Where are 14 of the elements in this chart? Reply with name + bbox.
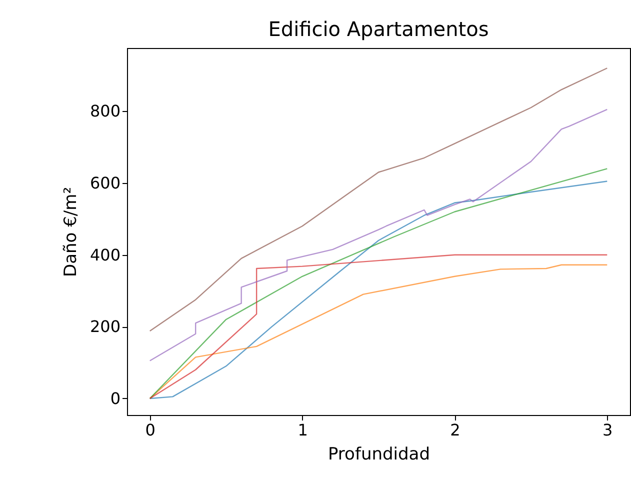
x-tick-label: 0: [145, 420, 156, 440]
y-tick-label: 0: [110, 388, 120, 408]
line-series: [149, 108, 608, 362]
y-tick-label: 600: [90, 174, 120, 193]
line-series: [149, 68, 608, 332]
x-axis-title: Profundidad: [328, 444, 430, 464]
x-tick-label: 3: [602, 420, 613, 440]
x-tick-label: 2: [450, 420, 460, 440]
x-tick-label: 1: [298, 420, 308, 440]
y-tick-label: 200: [90, 317, 120, 336]
chart-title: Edificio Apartamentos: [268, 17, 489, 41]
y-axis-title: Daño €/m²: [60, 186, 81, 278]
y-tick-label: 800: [90, 102, 120, 121]
y-tick-label: 400: [90, 245, 120, 264]
